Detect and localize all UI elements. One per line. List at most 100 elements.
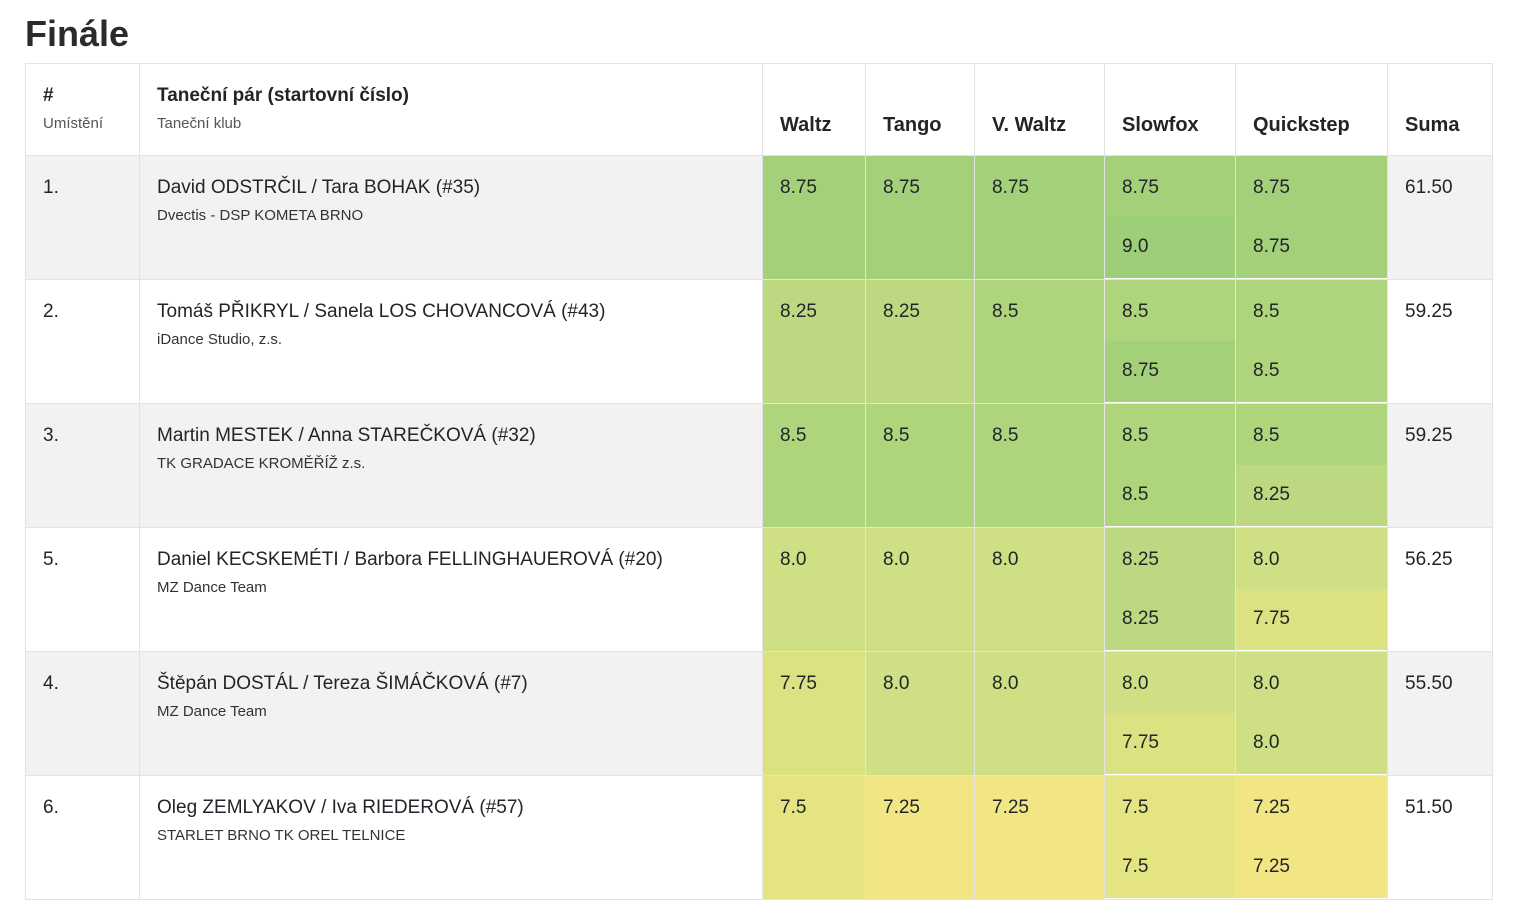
table-header-row: # Umístění Taneční pár (startovní číslo)… [25,63,1493,156]
pair-name: Tomáš PŘIKRYL / Sanela LOS CHOVANCOVÁ (#… [157,301,606,322]
score-cell-waltz: 8.25 [762,279,866,404]
score-cell-v-waltz: 8.5 [974,403,1105,528]
pair-cell: Tomáš PŘIKRYL / Sanela LOS CHOVANCOVÁ (#… [139,279,763,404]
header-pair-sub: Taneční klub [157,115,242,132]
rank-value: 2. [43,301,59,322]
score-value: 8.75 [780,177,817,198]
table-row: 6. Oleg ZEMLYAKOV / Iva RIEDEROVÁ (#57) ST… [25,775,1493,900]
score-cell-tango: 8.0 [865,527,975,652]
rank-value: 3. [43,425,59,446]
judge-score: 8.5 [1236,280,1387,341]
score-value: 8.5 [883,425,910,446]
score-value: 8.25 [780,301,817,322]
sum-value: 51.50 [1405,797,1453,818]
judge-score: 8.25 [1105,589,1235,650]
judge-score: 7.25 [1236,837,1387,898]
pair-cell: Daniel KECSKEMÉTI / Barbora FELLINGHAUER… [139,527,763,652]
judge-score: 8.5 [1105,404,1235,465]
score-cell-slowfox: 7.5 7.5 [1104,775,1236,900]
rank-value: 1. [43,177,59,198]
table-row: 2. Tomáš PŘIKRYL / Sanela LOS CHOVANCOVÁ … [25,279,1493,404]
judge-score: 8.0 [1236,713,1387,774]
score-cell-slowfox: 8.75 9.0 [1104,155,1236,280]
pair-club: Dvectis - DSP KOMETA BRNO [157,207,364,224]
score-cell-waltz: 8.5 [762,403,866,528]
judge-score: 8.75 [1105,156,1235,217]
score-cell-v-waltz: 8.75 [974,155,1105,280]
score-value: 8.5 [992,425,1019,446]
sum-value: 61.50 [1405,177,1453,198]
header-pair: Taneční pár (startovní číslo) Taneční kl… [139,63,763,156]
sum-value: 55.50 [1405,673,1453,694]
score-value: 8.0 [780,549,807,570]
score-cell-quickstep: 8.5 8.5 [1235,279,1388,404]
page-title: Finále [25,13,130,54]
rank-value: 5. [43,549,59,570]
score-value: 7.75 [780,673,817,694]
score-cell-v-waltz: 7.25 [974,775,1105,900]
score-cell-v-waltz: 8.5 [974,279,1105,404]
rank-cell: 2. [25,279,140,404]
rank-value: 4. [43,673,59,694]
sum-cell: 59.25 [1387,279,1493,404]
score-cell-waltz: 8.75 [762,155,866,280]
score-value: 8.25 [883,301,920,322]
judge-score: 8.75 [1236,156,1387,217]
header-waltz: Waltz [762,63,866,156]
table-row: 4. Štěpán DOSTÁL / Tereza ŠIMÁČKOVÁ (#7) M… [25,651,1493,776]
score-cell-slowfox: 8.25 8.25 [1104,527,1236,652]
judge-score: 8.0 [1236,528,1387,589]
sum-value: 56.25 [1405,549,1453,570]
table-row: 3. Martin MESTEK / Anna STAREČKOVÁ (#32) T… [25,403,1493,528]
score-cell-quickstep: 7.25 7.25 [1235,775,1388,900]
score-cell-slowfox: 8.5 8.5 [1104,403,1236,528]
score-cell-slowfox: 8.0 7.75 [1104,651,1236,776]
judge-score: 8.0 [1236,652,1387,713]
score-cell-tango: 8.5 [865,403,975,528]
score-cell-waltz: 7.5 [762,775,866,900]
judge-score: 8.25 [1105,528,1235,589]
results-table: # Umístění Taneční pár (startovní číslo)… [25,63,1493,900]
header-sum: Suma [1387,63,1493,156]
header-pair-label: Taneční pár (startovní číslo) [157,85,409,106]
judge-score: 8.0 [1105,652,1235,713]
score-cell-tango: 8.25 [865,279,975,404]
header-v-waltz: V. Waltz [974,63,1105,156]
judge-score: 8.5 [1236,341,1387,402]
header-slowfox: Slowfox [1104,63,1236,156]
score-cell-waltz: 7.75 [762,651,866,776]
pair-club: MZ Dance Team [157,703,267,720]
score-value: 8.0 [883,673,910,694]
judge-score: 9.0 [1105,217,1235,278]
judge-score: 7.5 [1105,776,1235,837]
judge-score: 7.5 [1105,837,1235,898]
sum-cell: 59.25 [1387,403,1493,528]
judge-score: 8.25 [1236,465,1387,526]
pair-club: STARLET BRNO TK OREL TELNICE [157,827,406,844]
header-rank: # Umístění [25,63,140,156]
score-value: 8.0 [992,673,1019,694]
score-value: 8.5 [780,425,807,446]
sum-cell: 56.25 [1387,527,1493,652]
judge-score: 7.75 [1105,713,1235,774]
score-value: 8.75 [992,177,1029,198]
score-cell-waltz: 8.0 [762,527,866,652]
pair-club: iDance Studio, z.s. [157,331,283,348]
score-cell-slowfox: 8.5 8.75 [1104,279,1236,404]
sum-cell: 55.50 [1387,651,1493,776]
pair-cell: Oleg ZEMLYAKOV / Iva RIEDEROVÁ (#57) STAR… [139,775,763,900]
pair-cell: David ODSTRČIL / Tara BOHAK (#35) Dvectis… [139,155,763,280]
judge-score: 7.25 [1236,776,1387,837]
judge-score: 8.5 [1105,280,1235,341]
pair-club: TK GRADACE KROMĚŘÍŽ z.s. [157,455,366,472]
pair-name: Daniel KECSKEMÉTI / Barbora FELLINGHAUER… [157,549,663,570]
score-cell-quickstep: 8.5 8.25 [1235,403,1388,528]
score-cell-tango: 8.75 [865,155,975,280]
header-quickstep: Quickstep [1235,63,1388,156]
score-value: 7.25 [992,797,1029,818]
score-value: 8.75 [883,177,920,198]
score-cell-v-waltz: 8.0 [974,651,1105,776]
sum-value: 59.25 [1405,301,1453,322]
score-cell-v-waltz: 8.0 [974,527,1105,652]
score-cell-quickstep: 8.75 8.75 [1235,155,1388,280]
